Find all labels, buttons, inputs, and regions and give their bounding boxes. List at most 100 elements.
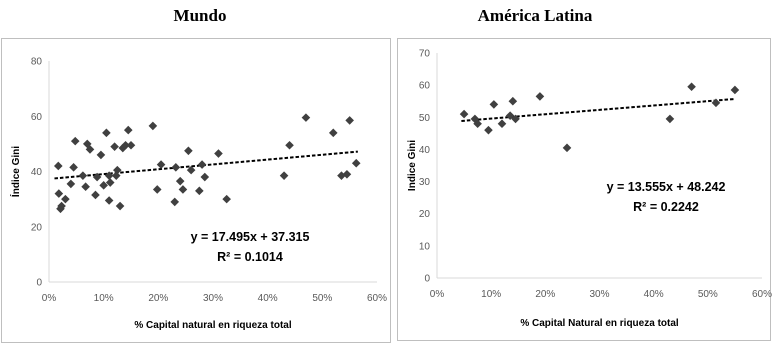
chart0-y-tick-label: 20 (31, 222, 43, 233)
chart1-y-tick-label: 30 (419, 177, 431, 188)
chart0-data-point (91, 190, 100, 200)
chart1-data-point (687, 82, 696, 92)
chart0-x-tick-label: 40% (258, 293, 278, 304)
chart1-trendline-equation: y = 13.555x + 48.242 (607, 180, 726, 194)
chart1-x-tick-label: 30% (589, 289, 609, 300)
chart0-data-point (186, 165, 196, 175)
chart0-data-point (61, 194, 70, 204)
chart0-y-axis-title: Índice Gini (9, 146, 22, 197)
chart0-data-point (123, 125, 133, 135)
chart0-data-point (200, 172, 210, 182)
chart0-data-point (66, 179, 76, 189)
chart0-r-squared: R² = 0.1014 (217, 250, 283, 264)
chart0-data-point (279, 171, 289, 180)
chart1-y-tick-label: 50 (419, 113, 431, 124)
chart0-data-point (121, 140, 130, 150)
chart0-data-point (104, 196, 114, 205)
chart0-data-point (195, 186, 204, 196)
chart-panel-america-latina: 0 10 20 30 40 50 60 70 0% 10% 20% 30% 40% 50% 60% % Cap… (397, 38, 772, 341)
chart1-x-axis-title: % Capital Natural en riqueza total (520, 318, 679, 329)
chart0-x-tick-label: 60% (367, 293, 387, 304)
chart1-data-point (730, 85, 740, 95)
chart0-data-point (171, 163, 181, 172)
chart0-x-axis-title: % Capital natural en riqueza total (134, 320, 291, 331)
chart0-data-point (301, 113, 311, 122)
chart1-x-tick-label: 0% (430, 289, 445, 300)
chart0-data-point (152, 185, 162, 194)
scatter-plot-mundo: 0 20 40 60 80 0% 10% 20% 30% 40% 50% 60% % Capital n… (9, 57, 387, 332)
chart0-data-point (337, 171, 346, 180)
chart0-data-point (54, 189, 64, 198)
chart0-data-point (345, 116, 354, 125)
chart0-x-tick-label: 30% (203, 293, 223, 304)
chart1-y-tick-label: 0 (424, 274, 430, 285)
chart1-r-squared: R² = 0.2242 (633, 200, 699, 214)
chart0-data-point (111, 171, 121, 180)
chart1-data-point (497, 119, 507, 129)
chart0-data-point (328, 128, 338, 138)
chart0-data-point (99, 181, 108, 190)
chart0-data-point (351, 158, 361, 168)
chart0-data-point (81, 182, 90, 191)
chart0-data-point (85, 145, 95, 154)
chart0-y-tick-label: 60 (31, 112, 43, 123)
chart1-data-point (535, 92, 545, 101)
chart0-data-point (222, 194, 231, 204)
chart0-data-point (104, 171, 114, 180)
chart1-data-point (711, 98, 721, 108)
chart0-data-point (184, 146, 193, 156)
chart1-y-tick-label: 10 (419, 241, 431, 252)
chart1-data-point (459, 109, 469, 119)
chart0-data-point (69, 163, 78, 172)
chart0-data-point (53, 161, 63, 171)
scatter-plot-america-latina: 0 10 20 30 40 50 60 70 0% 10% 20% 30% 40% 50% 60% % Cap… (407, 49, 772, 330)
chart-title-mundo: Mundo (173, 6, 227, 25)
chart0-data-point (170, 197, 180, 207)
chart0-y-tick-label: 0 (36, 278, 42, 289)
chart1-x-tick-label: 40% (644, 289, 664, 300)
chart1-data-point (489, 100, 499, 109)
chart1-x-tick-label: 10% (481, 289, 501, 300)
chart0-x-tick-label: 10% (94, 293, 114, 304)
chart0-data-point (156, 160, 166, 169)
chart1-y-tick-label: 40 (419, 145, 431, 156)
chart1-y-axis-title: Indice Gini (407, 140, 418, 191)
chart1-y-tick-label: 70 (419, 49, 431, 60)
chart1-x-tick-label: 20% (535, 289, 555, 300)
chart0-y-tick-label: 80 (31, 57, 43, 68)
chart1-trendline (461, 97, 735, 122)
chart0-trendline-equation: y = 17.495x + 37.315 (191, 230, 310, 244)
chart0-data-point (115, 201, 125, 211)
chart1-y-tick-label: 20 (419, 209, 431, 220)
chart0-trendline (54, 150, 358, 180)
chart0-x-tick-label: 50% (312, 293, 332, 304)
chart1-data-point (562, 143, 572, 153)
chart0-y-tick-label: 40 (31, 167, 43, 178)
chart0-data-point (57, 201, 66, 211)
chart0-data-point (102, 128, 111, 138)
chart-panel-mundo: 0 20 40 60 80 0% 10% 20% 30% 40% 50% 60% % Capital n… (1, 38, 391, 343)
chart1-y-tick-label: 60 (419, 81, 431, 92)
chart1-x-tick-label: 50% (698, 289, 718, 300)
chart0-data-point (178, 185, 188, 194)
chart0-data-point (148, 121, 158, 131)
chart0-data-point (342, 169, 352, 179)
chart0-data-point (70, 136, 80, 146)
chart0-data-point (113, 165, 122, 175)
chart1-data-point (508, 96, 518, 106)
chart0-data-point (285, 140, 294, 150)
chart-title-america-latina: América Latina (477, 6, 593, 25)
chart0-x-tick-label: 0% (42, 293, 57, 304)
chart0-x-tick-label: 20% (148, 293, 168, 304)
chart1-data-point (473, 119, 482, 129)
chart0-data-point (105, 178, 115, 187)
chart0-data-point (96, 150, 106, 160)
chart0-data-point (110, 142, 119, 151)
chart0-data-point (197, 160, 207, 169)
chart0-data-point (126, 140, 136, 150)
chart1-x-tick-label: 60% (752, 289, 772, 300)
chart0-data-point (175, 176, 185, 186)
chart1-data-point (665, 114, 675, 124)
chart0-data-point (92, 172, 102, 182)
chart0-data-point (78, 171, 88, 180)
